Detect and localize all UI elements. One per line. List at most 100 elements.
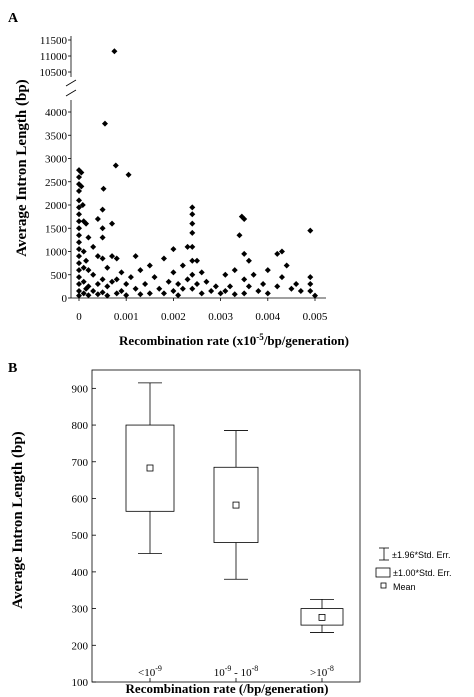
y-tick-label: 4000: [45, 107, 68, 119]
y-tick-label: 500: [51, 270, 68, 282]
data-point: [104, 264, 111, 271]
data-point: [99, 234, 106, 241]
data-point: [170, 288, 177, 295]
data-point: [227, 283, 234, 290]
data-point: [255, 288, 262, 295]
data-point: [85, 283, 92, 290]
panel-b-legend: ±1.96*Std. Err. ±1.00*Std. Err. Mean: [375, 547, 451, 592]
data-point: [99, 225, 106, 232]
data-point: [165, 278, 172, 285]
panel-b-y-axis-label: Average Intron Length (bp): [10, 431, 26, 608]
data-point: [127, 274, 134, 281]
mean-marker: [232, 501, 240, 509]
data-point: [85, 267, 92, 274]
y-tick-label: 700: [72, 457, 89, 469]
data-point: [170, 269, 177, 276]
x-tick-label: 0.002: [161, 311, 186, 323]
panel-a: A Average Intron Length (bp) 0 500 1000 150…: [8, 11, 349, 348]
y-tick-label: 3500: [45, 130, 68, 142]
data-point: [101, 120, 108, 127]
data-point: [109, 278, 116, 285]
y-tick-label: 11000: [40, 51, 68, 63]
panel-a-axes: [65, 36, 326, 299]
data-point: [189, 229, 196, 236]
data-point: [78, 183, 85, 190]
legend-mean-label: Mean: [393, 582, 416, 592]
y-tick-label: 0: [62, 293, 68, 305]
data-point: [80, 278, 87, 285]
data-point: [109, 253, 116, 260]
panel-b-x-axis-label: Recombination rate (/bp/generation): [126, 681, 329, 696]
x-category-label: >10-8: [310, 664, 334, 679]
data-point: [118, 288, 125, 295]
data-point: [245, 257, 252, 264]
data-point: [194, 257, 200, 264]
x-tick-label: 0: [76, 311, 82, 323]
data-point: [76, 225, 82, 232]
data-point: [76, 204, 82, 211]
y-tick-label: 300: [72, 604, 89, 616]
mean-marker: [318, 613, 326, 621]
data-point: [76, 188, 82, 195]
data-point: [189, 257, 196, 264]
panel-b-letter: B: [8, 361, 17, 376]
data-point: [198, 290, 205, 297]
data-point: [76, 246, 82, 253]
data-point: [222, 271, 229, 278]
data-point: [264, 267, 271, 274]
data-point: [142, 281, 149, 288]
panel-a-y-axis-label: Average Intron Length (bp): [14, 79, 30, 256]
data-point: [151, 274, 158, 281]
data-point: [160, 290, 167, 297]
data-point: [79, 202, 86, 208]
y-tick-label: 3000: [45, 154, 68, 166]
x-tick-label: 0.005: [303, 311, 328, 323]
x-tick-label: 0.004: [255, 311, 280, 323]
data-point: [231, 267, 238, 274]
legend-mean-symbol: [380, 582, 387, 589]
data-point: [112, 162, 119, 169]
data-point: [85, 234, 92, 241]
data-point: [76, 260, 82, 267]
data-point: [76, 197, 82, 204]
data-point: [212, 283, 219, 290]
y-tick-label: 1000: [45, 247, 68, 259]
mean-marker: [146, 464, 154, 472]
data-point: [208, 288, 215, 295]
data-point: [94, 215, 101, 222]
data-point: [245, 283, 252, 290]
legend-box-label: ±1.00*Std. Err.: [393, 568, 451, 578]
y-tick-label: 100: [72, 677, 89, 689]
data-point: [76, 239, 82, 246]
data-point: [179, 262, 186, 269]
x-category-label: 10-9 - 10-8: [214, 664, 259, 679]
data-point: [104, 292, 111, 299]
data-point: [184, 243, 191, 250]
data-point: [80, 290, 87, 297]
data-point: [80, 248, 87, 255]
y-tick-label: 2000: [45, 200, 68, 212]
panel-a-x-axis-label: Recombination rate (x10-5/bp/generation): [119, 332, 349, 348]
data-point: [80, 264, 87, 271]
data-point: [83, 257, 90, 264]
data-point: [194, 281, 200, 288]
data-point: [111, 48, 118, 55]
y-tick-label: 600: [72, 493, 89, 505]
data-point: [189, 271, 196, 278]
data-point: [241, 276, 248, 283]
y-tick-label: 800: [72, 420, 89, 432]
data-point: [175, 281, 182, 288]
data-point: [278, 274, 285, 281]
data-point: [293, 281, 300, 288]
data-point: [99, 289, 106, 296]
data-point: [160, 255, 167, 262]
x-tick-label: 0.003: [208, 311, 233, 323]
data-point: [109, 220, 116, 227]
data-point: [76, 292, 82, 299]
data-point: [241, 250, 248, 257]
panel-b-plot-frame: [91, 369, 361, 683]
data-point: [189, 220, 196, 227]
data-point: [274, 283, 281, 290]
panel-a-letter: A: [8, 11, 19, 26]
x-tick-label: 0.001: [114, 311, 139, 323]
